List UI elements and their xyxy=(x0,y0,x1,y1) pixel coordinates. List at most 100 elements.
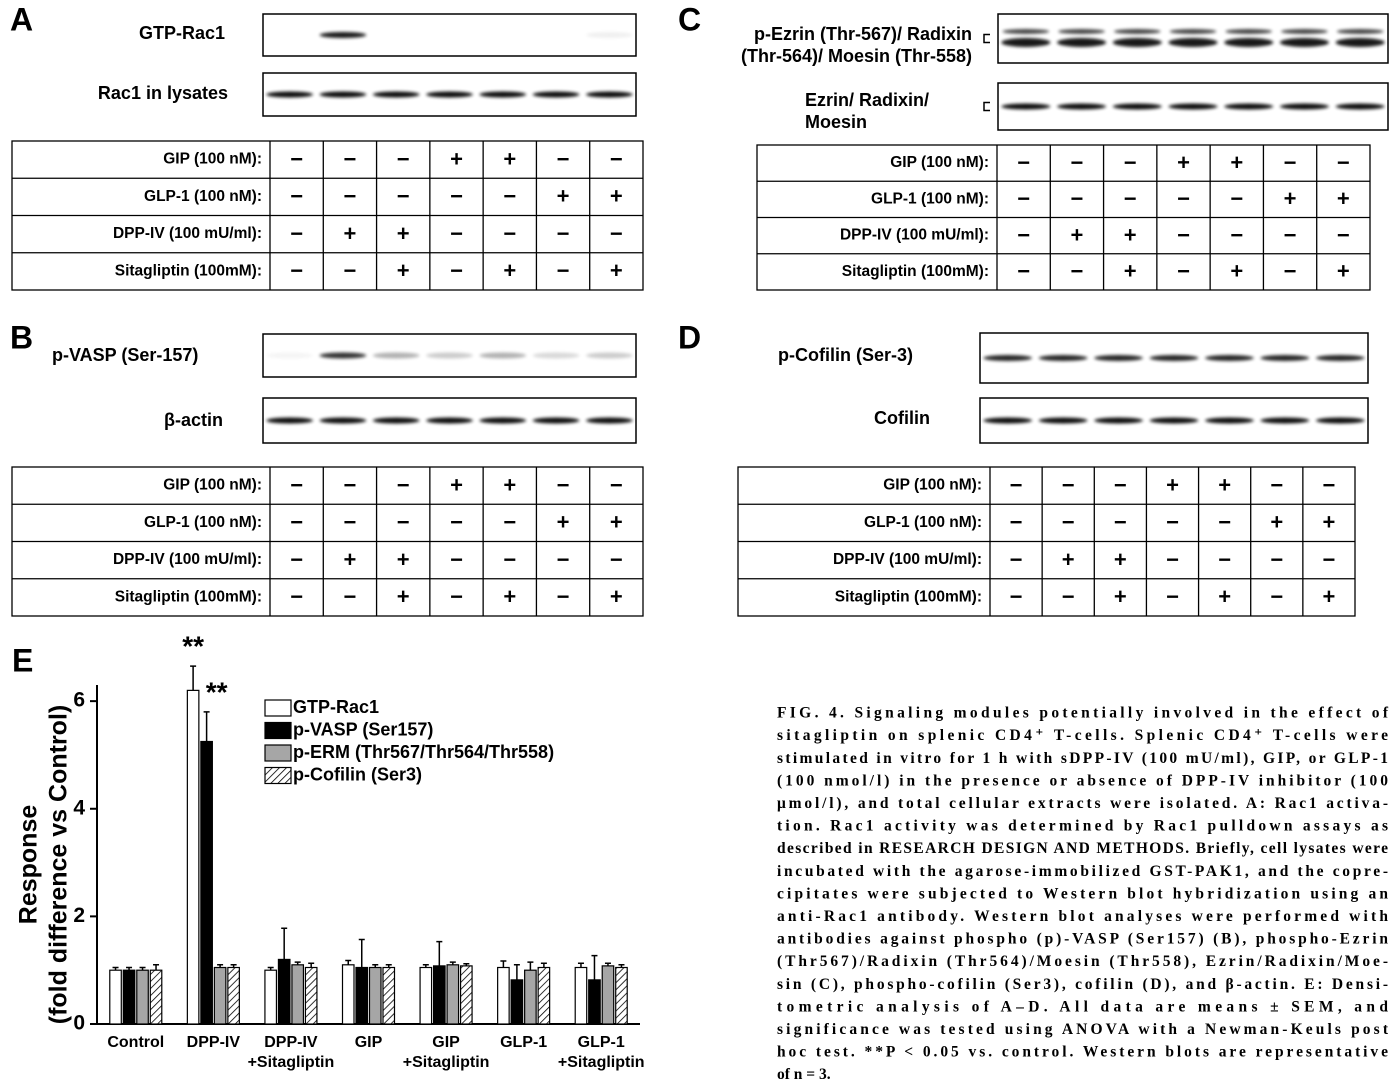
condition-cell: − xyxy=(290,258,303,283)
condition-cell: − xyxy=(290,547,303,572)
condition-cell: − xyxy=(1337,222,1350,247)
condition-cell: − xyxy=(1062,584,1075,609)
condition-cell: + xyxy=(1270,510,1283,535)
condition-cell: + xyxy=(557,184,570,209)
condition-cell: + xyxy=(343,221,356,246)
condition-cell: + xyxy=(557,510,570,535)
blot-band xyxy=(266,418,313,424)
blot-label: GTP-Rac1 xyxy=(139,23,225,43)
figure: AGTP-Rac1Rac1 in lysatesGIP (100 nM):−−−… xyxy=(0,0,1393,1079)
condition-cell: − xyxy=(1166,547,1179,572)
legend-swatch xyxy=(265,723,291,739)
error-bar xyxy=(436,942,442,966)
blot-band xyxy=(1336,104,1385,110)
caption-line: incubated with the agarose-immobilized G… xyxy=(777,863,1388,880)
condition-label: GLP-1 (100 nM): xyxy=(144,188,262,205)
bar xyxy=(525,970,537,1024)
condition-cell: − xyxy=(1177,259,1190,284)
condition-cell: + xyxy=(503,472,516,497)
x-tick-label: Control xyxy=(107,1034,164,1051)
condition-cell: + xyxy=(1230,150,1243,175)
caption-line: FIG. 4. Signaling modules potentially in… xyxy=(777,705,1389,722)
condition-cell: + xyxy=(610,510,623,535)
condition-cell: + xyxy=(397,547,410,572)
condition-cell: − xyxy=(397,146,410,171)
bar xyxy=(575,968,587,1025)
blot-band xyxy=(1058,29,1105,34)
condition-cell: − xyxy=(1284,259,1297,284)
legend-swatch xyxy=(265,745,291,761)
blot-band xyxy=(586,353,633,359)
panel-letter: C xyxy=(678,1,701,37)
condition-cell: + xyxy=(1322,510,1335,535)
condition-label: Sitagliptin (100mM): xyxy=(835,588,982,605)
bar xyxy=(137,970,149,1024)
caption-line: described in RESEARCH DESIGN AND METHODS… xyxy=(777,840,1388,857)
y-tick-label: 0 xyxy=(73,1012,85,1035)
x-tick-label: GIP+Sitagliptin xyxy=(403,1034,490,1071)
y-tick-label: 4 xyxy=(73,796,85,819)
bar xyxy=(187,690,199,1024)
condition-cell: − xyxy=(343,258,356,283)
condition-cell: + xyxy=(1337,259,1350,284)
blot-band xyxy=(1168,104,1217,110)
blot-band xyxy=(1224,104,1273,110)
caption-line: (100 nmol/l) in the presence or absence … xyxy=(777,772,1388,789)
condition-cell: − xyxy=(503,547,516,572)
blot-band xyxy=(533,92,580,98)
blot-band xyxy=(1039,418,1088,424)
error-bar xyxy=(527,962,533,970)
condition-cell: − xyxy=(450,221,463,246)
blot-band xyxy=(1057,104,1106,110)
blot-label: Rac1 in lysates xyxy=(98,83,228,103)
condition-cell: − xyxy=(343,184,356,209)
condition-cell: + xyxy=(397,584,410,609)
condition-cell: + xyxy=(1124,259,1137,284)
condition-cell: + xyxy=(1284,186,1297,211)
condition-cell: + xyxy=(610,184,623,209)
panel-letter: E xyxy=(12,642,33,678)
condition-cell: − xyxy=(557,146,570,171)
caption-line: stimulated in vitro for 1 h with sDPP-IV… xyxy=(777,750,1388,767)
y-axis-label: (fold difference vs Control) xyxy=(45,705,73,1024)
condition-cell: − xyxy=(1062,472,1075,497)
blot-band xyxy=(1316,418,1365,424)
condition-cell: + xyxy=(1218,584,1231,609)
condition-cell: − xyxy=(1270,584,1283,609)
condition-label: GIP (100 nM): xyxy=(890,154,989,171)
condition-cell: − xyxy=(1177,186,1190,211)
condition-cell: + xyxy=(1114,584,1127,609)
condition-cell: − xyxy=(1270,547,1283,572)
condition-cell: − xyxy=(290,221,303,246)
blot-band xyxy=(1057,38,1106,47)
condition-cell: − xyxy=(1124,150,1137,175)
caption-line: hoc test. **P < 0.05 vs. control. Wester… xyxy=(777,1044,1388,1061)
blot-band xyxy=(1150,418,1199,424)
significance-mark: ** xyxy=(206,676,228,707)
error-bar xyxy=(308,963,314,967)
legend-label: GTP-Rac1 xyxy=(293,697,379,717)
error-bar xyxy=(578,963,584,967)
x-tick-label: DPP-IV xyxy=(187,1034,241,1051)
condition-label: GIP (100 nM): xyxy=(163,151,262,168)
caption-line: tometric analysis of A–D. All data are m… xyxy=(777,998,1388,1015)
blot-band xyxy=(1280,104,1329,110)
blot-label: p-VASP (Ser-157) xyxy=(52,345,198,365)
error-bar xyxy=(190,666,196,690)
condition-cell: − xyxy=(343,146,356,171)
condition-cell: − xyxy=(1070,259,1083,284)
bar xyxy=(214,968,226,1025)
bar xyxy=(370,968,382,1025)
error-bar xyxy=(541,963,547,967)
bar xyxy=(265,970,277,1024)
blot-band xyxy=(1224,38,1273,47)
error-bar xyxy=(153,965,159,970)
condition-cell: − xyxy=(290,472,303,497)
x-tick-label: GIP xyxy=(355,1034,383,1051)
legend-label: p-ERM (Thr567/Thr564/Thr558) xyxy=(293,742,554,762)
condition-cell: + xyxy=(397,258,410,283)
condition-cell: + xyxy=(450,472,463,497)
legend-label: p-Cofilin (Ser3) xyxy=(293,764,422,784)
y-tick-label: 6 xyxy=(73,689,85,712)
condition-cell: − xyxy=(503,510,516,535)
